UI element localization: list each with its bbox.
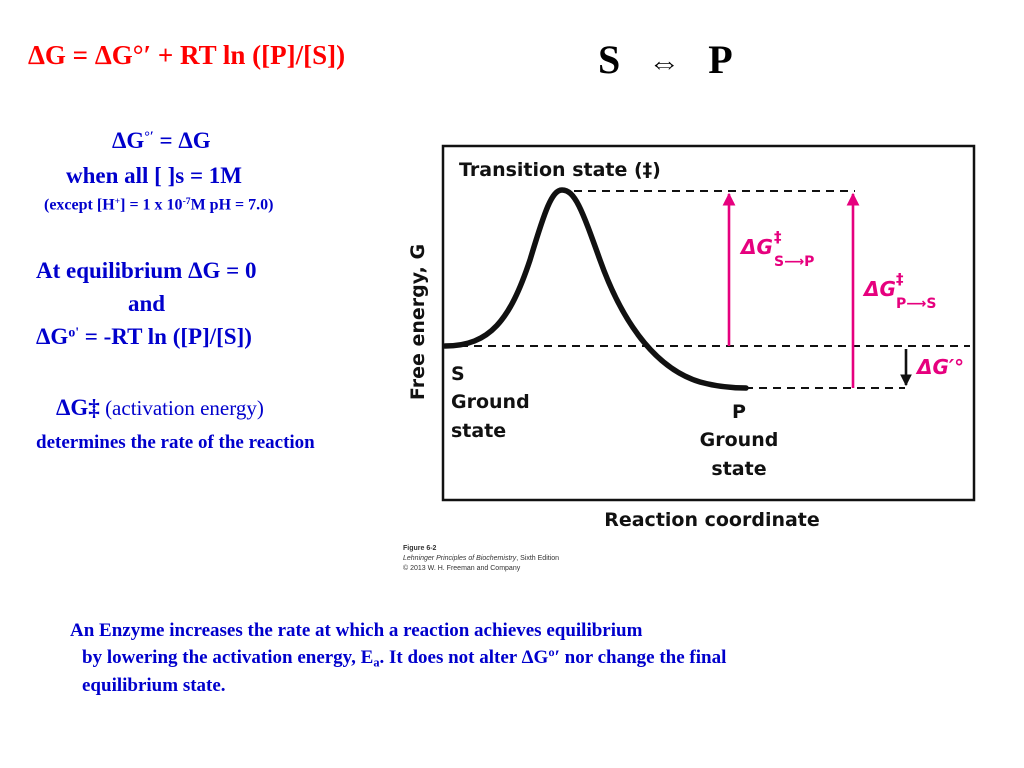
equilibrium-line: At equilibrium ΔG = 0 [36,258,257,283]
dg-ps-sup: ‡ [896,270,904,288]
footer-line-1: An Enzyme increases the rate at which a … [70,620,643,641]
standard-free-energy-equation: ΔGo' = -RT ln ([P]/[S]) [36,324,252,349]
y-axis-label: Free energy, G [407,244,429,400]
p-label: P [732,401,746,423]
reaction-arrow: ⇔ [648,44,681,80]
gibbs-equation: ΔG = ΔG°′ + RT ln ([P]/[S]) [28,40,346,70]
standard-definition: ΔG°′ = ΔG [112,128,211,153]
reaction-equation: S ⇔ P [598,36,733,83]
dg-std-label: ΔG′° [915,355,964,379]
dg-ps-label: ΔG [862,277,896,301]
dg-sp-label: ΔG [739,235,773,259]
s-state-label: state [451,420,506,442]
footer-line-2: by lowering the activation energy, Ea. I… [82,647,727,670]
dg-ps-sub: P⟶S [896,296,936,312]
p-state-label: state [711,458,766,480]
s-ground-label: Ground [451,391,530,413]
p-ground-label: Ground [700,429,779,451]
diagram-frame [441,144,976,502]
x-axis-label: Reaction coordinate [604,509,820,531]
reaction-curve [442,187,749,391]
and-line: and [128,291,166,316]
reaction-p: P [708,37,733,82]
dg-sp-sup: ‡ [774,228,782,246]
rate-line: determines the rate of the reaction [36,432,315,453]
dg-sp-sub: S⟶P [774,254,814,270]
except-line: (except [H+] = 1 x 10-7M pH = 7.0) [44,196,274,214]
activation-energy-line: ΔG‡ (activation energy) [56,395,264,420]
figure-caption: Figure 6-2 Lehninger Principles of Bioch… [403,545,560,572]
reaction-s: S [598,37,621,82]
when-all-line: when all [ ]s = 1M [66,163,243,188]
s-label: S [451,363,465,385]
diagram-title: Transition state (‡) [459,159,661,181]
footer-line-3: equilibrium state. [82,675,226,696]
